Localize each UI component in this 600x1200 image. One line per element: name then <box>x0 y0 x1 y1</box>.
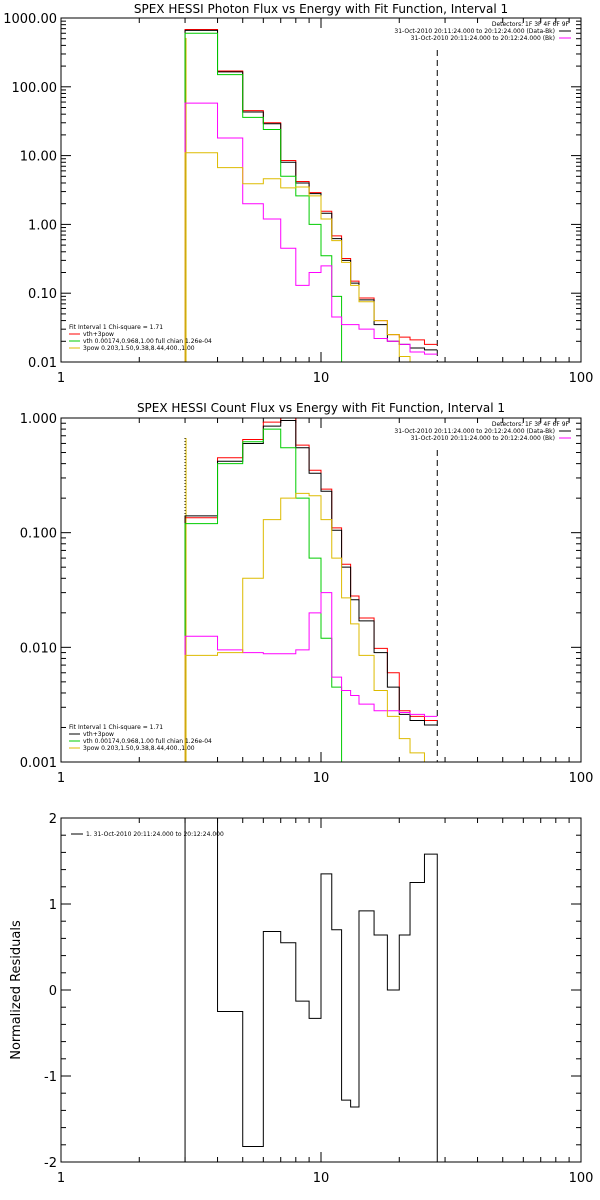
chart1-series-3-histogram <box>184 32 351 363</box>
chart1-x-tick-label: 10 <box>313 371 330 386</box>
chart3-y-tick-label: 0 <box>49 984 57 999</box>
chart3-y-tick-label: 2 <box>49 812 57 827</box>
chart2-x-tick-label: 1 <box>57 771 65 786</box>
chart2-legend-left-label: vth+3pow <box>83 731 114 738</box>
chart3-x-tick-label: 10 <box>313 1171 330 1186</box>
chart3-legend-left-label: 1. 31-Oct-2010 20:11:24.000 to 20:12:24.… <box>86 831 224 838</box>
chart2-plot-frame <box>60 417 582 763</box>
chart2-x-tick-label: 10 <box>313 771 330 786</box>
chart2-x-tick-label: 100 <box>569 771 594 786</box>
chart1-plot-frame <box>60 17 582 363</box>
chart1-series-4-histogram <box>184 102 438 362</box>
chart2-series-4-histogram <box>184 592 438 762</box>
chart3-y-tick-label: 1 <box>49 898 57 913</box>
chart1-legend-left-label: vth+3pow <box>83 331 114 338</box>
chart1-detector-text: Detectors: 1F 3F 4F 6F 9F <box>492 21 570 28</box>
chart1-series-5-histogram <box>184 152 425 363</box>
chart1-y-tick-label: 0.01 <box>28 356 57 371</box>
chart3-y-axis-label: Normalized Residuals <box>9 920 24 1060</box>
chart1-legend-left-label: 3pow 0.203,1.50,9.38,8.44,400.,1.00 <box>83 345 195 352</box>
chart2-y-tick-label: 0.010 <box>20 641 57 656</box>
chart3-plot-frame <box>60 817 582 1163</box>
chart2-y-tick-label: 0.001 <box>20 756 57 771</box>
chart1-legend-right-label: 31-Oct-2010 20:11:24.000 to 20:12:24.000… <box>411 35 555 42</box>
chart2-y-tick-label: 0.100 <box>20 527 57 542</box>
chart1-y-tick-label: 1000.00 <box>3 12 57 27</box>
chart2-legend-left-label: Fit Interval 1 Chi-square = 1.71 <box>69 724 163 731</box>
chart2-legend-left-label: vth 0.00174,0.968,1.00 full chian 1.26e-… <box>83 738 212 745</box>
chart1-y-tick-label: 0.10 <box>28 287 57 302</box>
chart2-series-3-histogram <box>184 428 351 763</box>
chart2-detector-text: Detectors: 1F 3F 4F 6F 9F <box>492 421 570 428</box>
chart2-legend-right-label: 31-Oct-2010 20:11:24.000 to 20:12:24.000… <box>411 435 555 442</box>
chart2-series-5-histogram <box>184 492 425 762</box>
chart3-x-tick-label: 100 <box>569 1171 594 1186</box>
chart3-y-tick-label: -2 <box>44 1156 57 1171</box>
chart1-x-tick-label: 1 <box>57 371 65 386</box>
chart1-y-tick-label: 10.00 <box>20 150 57 165</box>
chart2-legend-left-label: 3pow 0.203,1.50,9.38,8.44,400.,1.00 <box>83 745 195 752</box>
chart1-y-tick-label: 100.00 <box>12 81 58 96</box>
chart1-legend-right-label: 31-Oct-2010 20:11:24.000 to 20:12:24.000… <box>394 28 555 35</box>
chart1-legend-left-label: Fit Interval 1 Chi-square = 1.71 <box>69 324 163 331</box>
chart1-y-tick-label: 1.00 <box>28 218 57 233</box>
chart1-x-tick-label: 100 <box>569 371 594 386</box>
chart3-x-tick-label: 1 <box>57 1171 65 1186</box>
chart3-y-tick-label: -1 <box>44 1070 57 1085</box>
chart2-title: SPEX HESSI Count Flux vs Energy with Fit… <box>137 401 505 415</box>
chart3-series-1-histogram <box>184 817 438 1162</box>
chart2-y-tick-label: 1.000 <box>20 412 57 427</box>
chart2-legend-right-label: 31-Oct-2010 20:11:24.000 to 20:12:24.000… <box>394 428 555 435</box>
chart1-title: SPEX HESSI Photon Flux vs Energy with Fi… <box>134 2 508 16</box>
chart1-legend-left-label: vth 0.00174,0.968,1.00 full chian 1.26e-… <box>83 338 212 345</box>
